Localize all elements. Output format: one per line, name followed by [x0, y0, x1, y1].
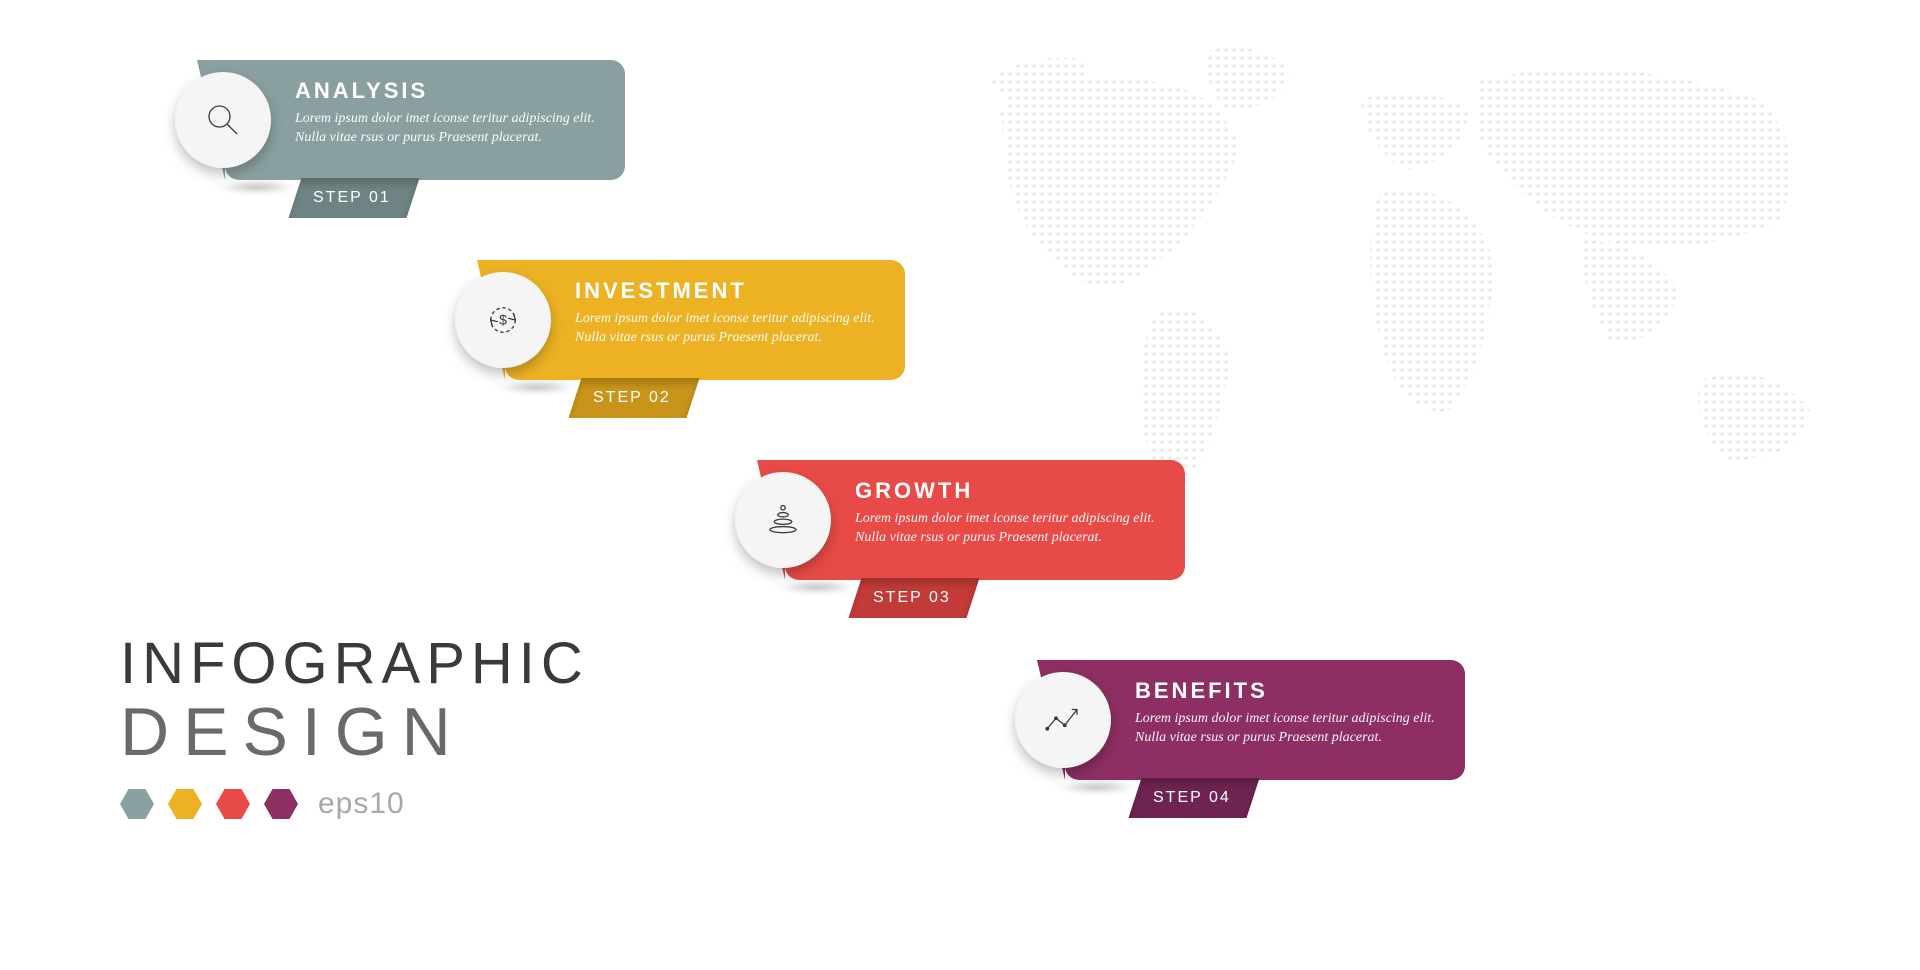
dollar-cycle-icon: $ [455, 272, 551, 368]
magnifier-icon [175, 72, 271, 168]
step-banner: INVESTMENT Lorem ipsum dolor imet iconse … [505, 260, 905, 380]
step-ribbon: STEP 03 [849, 578, 980, 618]
banner-shadow [777, 580, 857, 594]
step-label: STEP 04 [1153, 789, 1231, 807]
title-line1: INFOGRAPHIC [120, 630, 589, 697]
step-card-growth: GROWTH Lorem ipsum dolor imet iconse teri… [725, 460, 1185, 600]
pyramid-icon [735, 472, 831, 568]
step-ribbon: STEP 01 [289, 178, 420, 218]
svg-text:$: $ [499, 311, 507, 327]
step-title: BENEFITS [1135, 678, 1441, 704]
banner-shadow [1057, 780, 1137, 794]
color-swatches: eps10 [120, 787, 589, 821]
banner-shadow [497, 380, 577, 394]
step-label: STEP 01 [313, 189, 391, 207]
title-line2: DESIGN [120, 693, 589, 771]
step-ribbon: STEP 02 [569, 378, 700, 418]
step-card-benefits: BENEFITS Lorem ipsum dolor imet iconse te… [1005, 660, 1465, 800]
step-banner: ANALYSIS Lorem ipsum dolor imet iconse te… [225, 60, 625, 180]
step-label: STEP 03 [873, 589, 951, 607]
step-banner: BENEFITS Lorem ipsum dolor imet iconse te… [1065, 660, 1465, 780]
trend-up-icon [1015, 672, 1111, 768]
swatch-1 [120, 789, 154, 819]
swatch-2 [168, 789, 202, 819]
step-title: INVESTMENT [575, 278, 881, 304]
eps-label: eps10 [318, 787, 405, 821]
step-description: Lorem ipsum dolor imet iconse teritur ad… [1135, 710, 1441, 748]
title-block: INFOGRAPHIC DESIGN eps10 [120, 630, 589, 821]
step-ribbon: STEP 04 [1129, 778, 1260, 818]
step-card-analysis: ANALYSIS Lorem ipsum dolor imet iconse te… [165, 60, 625, 200]
swatch-3 [216, 789, 250, 819]
step-description: Lorem ipsum dolor imet iconse teritur ad… [575, 310, 881, 348]
swatch-4 [264, 789, 298, 819]
step-title: GROWTH [855, 478, 1161, 504]
banner-shadow [217, 180, 297, 194]
step-label: STEP 02 [593, 389, 671, 407]
step-banner: GROWTH Lorem ipsum dolor imet iconse teri… [785, 460, 1185, 580]
step-card-investment: INVESTMENT Lorem ipsum dolor imet iconse … [445, 260, 905, 400]
step-title: ANALYSIS [295, 78, 601, 104]
step-description: Lorem ipsum dolor imet iconse teritur ad… [295, 110, 601, 148]
step-description: Lorem ipsum dolor imet iconse teritur ad… [855, 510, 1161, 548]
